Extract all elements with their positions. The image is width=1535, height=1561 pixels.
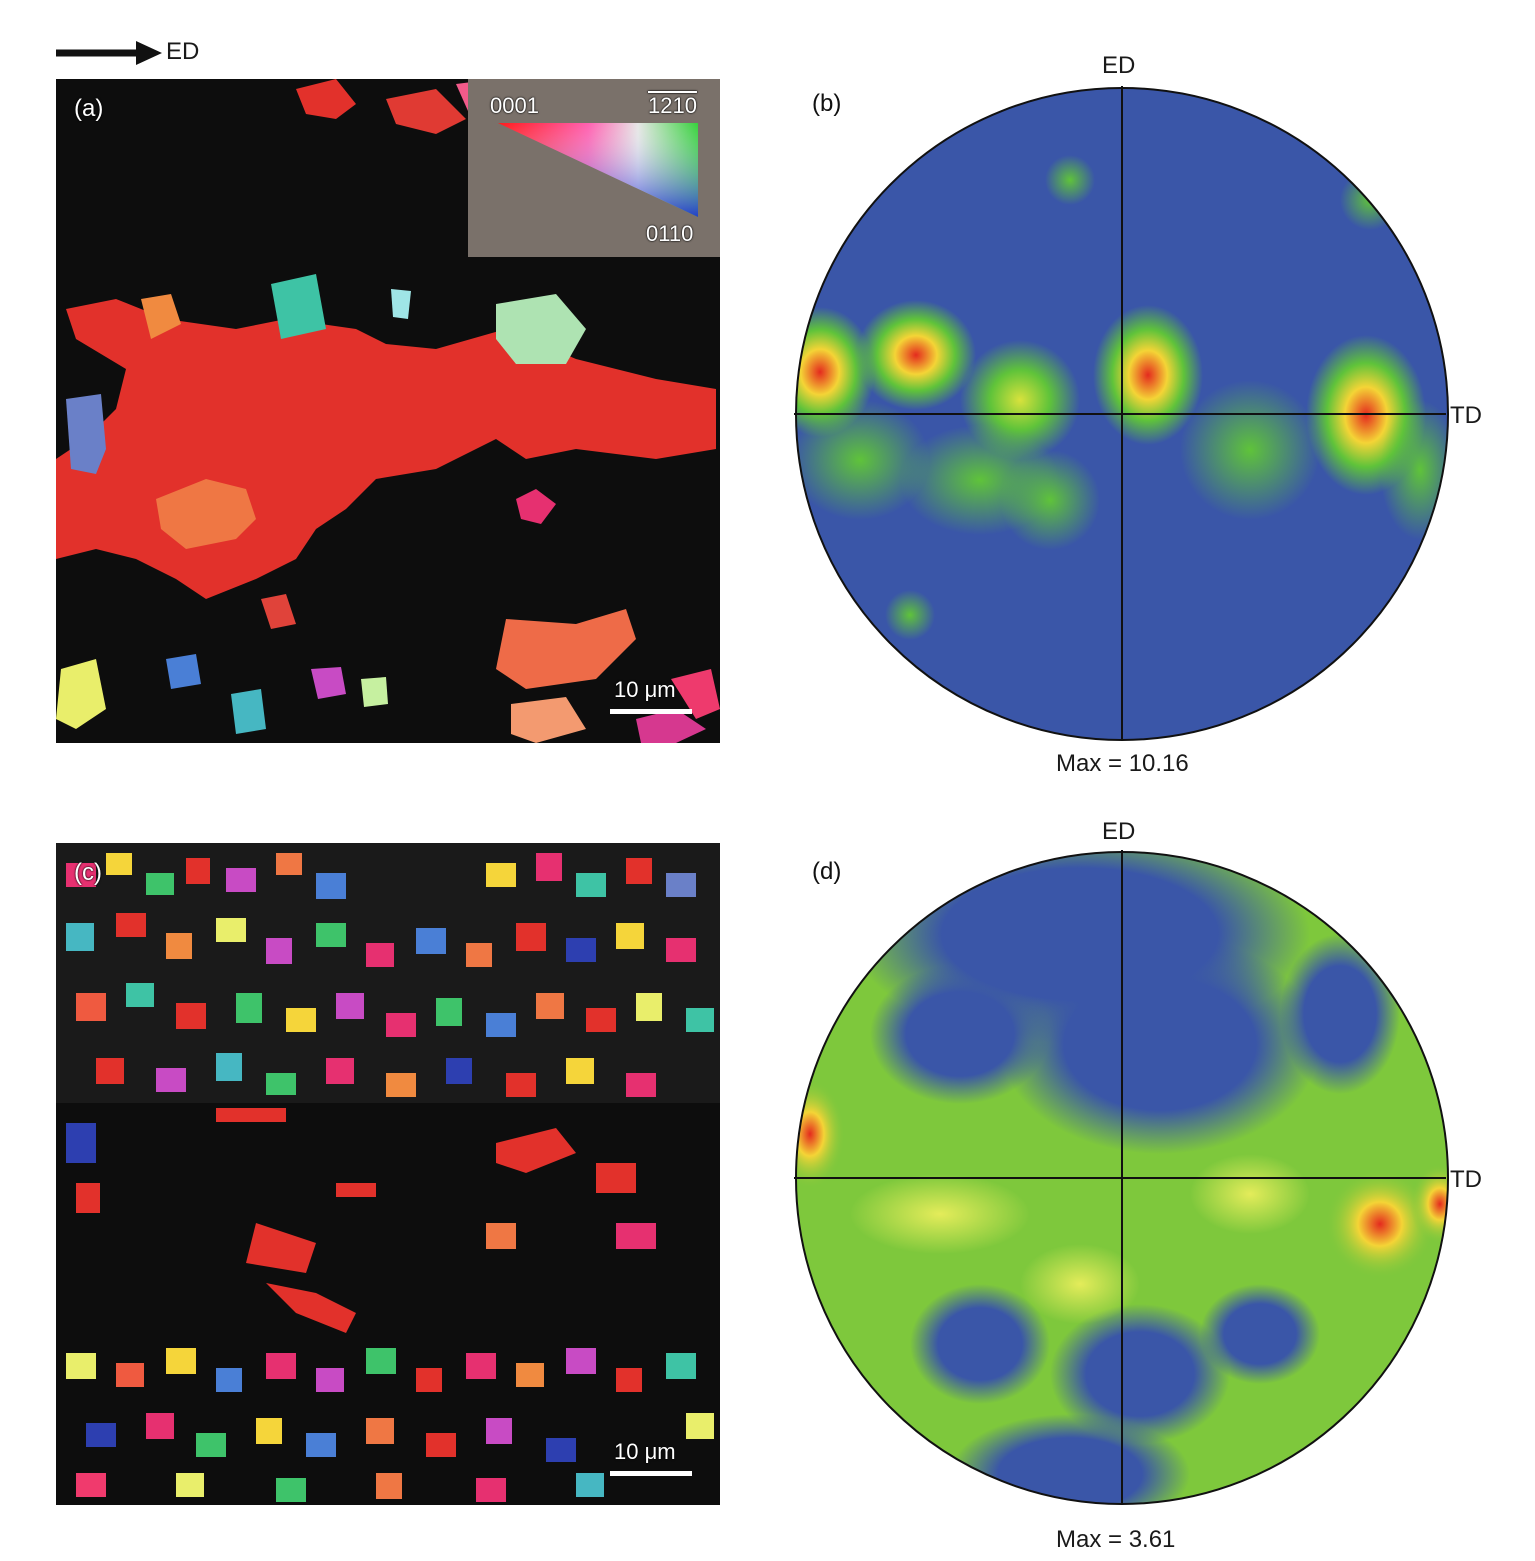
grain-palegreen-a16 (361, 677, 388, 707)
grain-red-a3 (386, 89, 466, 134)
grain-red-a2 (296, 79, 356, 119)
pf-d-ed-label: ED (1102, 818, 1136, 845)
pf-b-ed-label: ED (1102, 52, 1136, 79)
grain-cyan-a7 (391, 289, 411, 319)
scale-bar-a-label: 10 μm (614, 677, 676, 702)
panel-a-orientation-map: 0001 1210 0110 (a) 10 μm (56, 79, 720, 743)
panel-c-orientation-map: (c) 10 μm (56, 843, 720, 1505)
ed-direction-arrow: ED (56, 36, 226, 70)
fine-grain-band-bottom (66, 1348, 714, 1502)
grain-yellow-a13 (56, 659, 106, 729)
pf-d-td-label: TD (1450, 1166, 1482, 1193)
panel-b-pole-figure: (b) ED TD Max = 10.16 (780, 50, 1520, 790)
red-grains-middle (66, 1108, 656, 1333)
ipf-color-key: 0001 1210 0110 (468, 79, 720, 257)
grain-orange-a9 (141, 294, 181, 339)
arrow-right-icon (56, 41, 162, 65)
panel-d-label: (d) (812, 858, 842, 885)
grain-blue-a14 (166, 654, 201, 689)
grain-magenta-a10 (516, 489, 556, 524)
grain-map-c (56, 843, 720, 1502)
grain-blue-a8 (66, 394, 106, 474)
grain-map-a (56, 79, 720, 743)
scale-bar-c: 10 μm (610, 1439, 692, 1479)
fine-grain-band-top (56, 843, 720, 1103)
ipf-label-0110: 0110 (646, 221, 694, 246)
pf-d-max-label: Max = 3.61 (1056, 1526, 1176, 1553)
panel-a-label: (a) (74, 95, 104, 122)
ipf-label-0001: 0001 (490, 93, 539, 118)
grain-red-large (56, 299, 716, 599)
scale-bar-a-line (610, 709, 692, 714)
grain-magenta-a18 (636, 709, 706, 743)
scale-bar-c-label: 10 μm (614, 1439, 676, 1464)
ipf-triangle (498, 123, 698, 217)
grain-orange-a1 (156, 479, 256, 549)
pole-figure-d (794, 850, 1449, 1505)
grain-magenta-a15 (311, 667, 346, 699)
panel-c-label: (c) (74, 859, 102, 886)
grain-orange-a17 (511, 697, 586, 743)
panel-d-pole-figure: (d) ED TD Max = 3.61 (780, 814, 1520, 1559)
panel-b-label: (b) (812, 90, 842, 117)
grain-teal-a5 (271, 274, 326, 339)
ipf-label-1210: 1210 (648, 93, 697, 118)
scale-bar-a: 10 μm (610, 677, 692, 717)
grain-salmon-a20 (671, 669, 720, 719)
grain-orange-a12 (496, 609, 636, 689)
grain-cyan-a19 (231, 689, 266, 734)
ed-arrow-label: ED (166, 38, 200, 65)
grain-palegreen-a6 (496, 294, 586, 364)
grain-red-a11 (261, 594, 296, 629)
pole-figure-b (794, 86, 1449, 741)
pf-b-max-label: Max = 10.16 (1056, 750, 1189, 777)
scale-bar-c-line (610, 1471, 692, 1476)
pf-b-td-label: TD (1450, 402, 1482, 429)
